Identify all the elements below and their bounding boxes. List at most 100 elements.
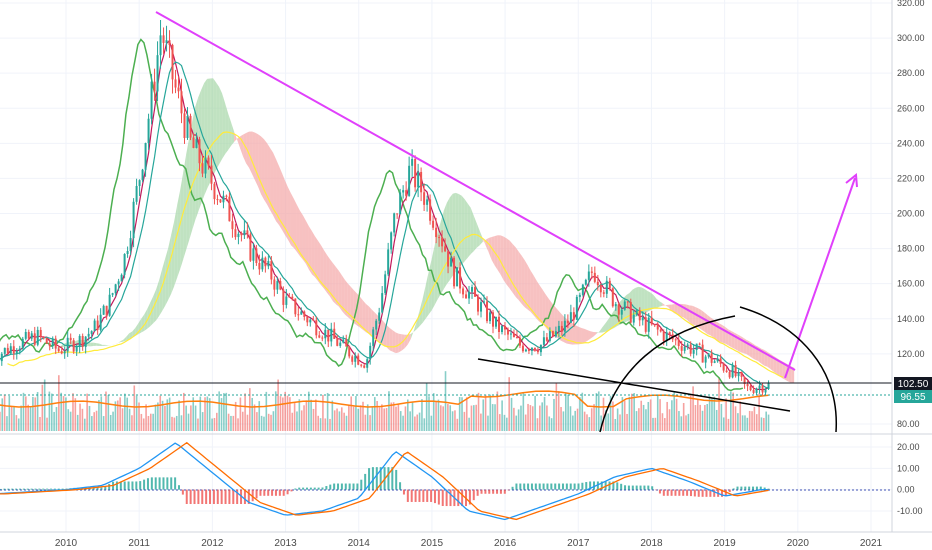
volume-bar <box>767 414 770 431</box>
candle-body <box>420 171 423 193</box>
volume-bar <box>383 408 386 431</box>
volume-bar <box>395 406 397 431</box>
cloud-segment <box>776 357 780 376</box>
volume-bar <box>392 402 395 431</box>
volume-bar <box>319 418 322 431</box>
volume-bar <box>581 392 584 431</box>
candle-body <box>147 118 150 144</box>
volume-bar <box>489 394 492 431</box>
candle-body <box>608 280 611 289</box>
cloud-segment <box>500 235 504 281</box>
candle-body <box>680 346 683 351</box>
volume-bar <box>564 392 567 431</box>
candle-body <box>557 325 560 332</box>
cloud-segment <box>177 190 181 278</box>
cloud-segment <box>533 275 537 319</box>
cloud-segment <box>258 134 262 195</box>
volume-bar <box>682 402 685 431</box>
volume-bar <box>652 417 654 431</box>
cloud-segment <box>302 215 306 264</box>
macd-hist-bar <box>596 481 599 490</box>
candle-body <box>138 180 141 186</box>
cloud-segment <box>279 165 282 230</box>
volume-bar <box>315 399 317 431</box>
candle-body <box>581 284 584 295</box>
cloud-segment <box>213 78 217 176</box>
macd-hist-bar <box>658 489 661 494</box>
macd-hist-bar <box>251 489 254 502</box>
macd-hist-bar <box>484 489 487 494</box>
candle-body <box>162 35 165 43</box>
cloud-segment <box>341 275 345 315</box>
volume-bar <box>708 396 711 431</box>
candle-body <box>192 137 195 148</box>
macd-hist-bar <box>748 486 751 490</box>
candle-body <box>515 337 518 339</box>
candle-body <box>246 230 249 235</box>
candle-body <box>429 199 432 221</box>
macd-hist-bar <box>651 486 654 490</box>
candle-body <box>707 353 710 357</box>
cloud-segment <box>216 82 220 170</box>
cloud-segment <box>545 294 549 332</box>
volume-bar <box>480 413 482 431</box>
volume-bar <box>758 393 760 431</box>
volume-bar <box>381 404 383 431</box>
cloud-segment <box>716 321 720 342</box>
volume-bar <box>664 418 666 431</box>
volume-bar <box>121 408 124 431</box>
volume-bar <box>630 393 633 431</box>
chikou-span-line <box>0 38 744 392</box>
cloud-segment <box>329 259 333 302</box>
cloud-segment <box>299 210 303 260</box>
macd-hist-bar <box>26 488 29 490</box>
volume-bar <box>213 417 216 431</box>
volume-bar <box>597 391 600 431</box>
macd-hist-bar <box>631 485 634 490</box>
cloud-segment <box>386 325 390 351</box>
volume-bar <box>534 395 536 431</box>
candle-body <box>500 326 503 332</box>
candle-body <box>620 309 623 315</box>
volume-bar <box>88 405 91 431</box>
volume-bar <box>692 386 694 431</box>
macd-hist-bar <box>701 489 704 497</box>
volume-bar <box>590 408 593 431</box>
volume-bar <box>388 391 390 431</box>
volume-bar <box>298 399 301 431</box>
cloud-segment <box>308 226 312 275</box>
volume-bar <box>494 404 496 431</box>
volume-bar <box>699 404 701 431</box>
time-axis[interactable]: 2010 2011 2012 2013 2014 2015 2016 2017 2018 2019… <box>55 538 883 549</box>
price-axis[interactable]: 320.00 300.00 280.00 260.00 240.00 220.00 200.… <box>897 0 925 429</box>
price-pane[interactable] <box>0 0 892 532</box>
candle-body <box>330 328 333 342</box>
macd-pane[interactable] <box>0 441 892 521</box>
candle-body <box>348 346 351 357</box>
cloud-segment <box>344 279 348 318</box>
volume-bar <box>732 392 734 431</box>
candle-body <box>677 339 680 347</box>
volume-bar <box>322 394 324 431</box>
candle-body <box>228 196 231 222</box>
volume-bar <box>48 391 51 431</box>
macd-hist-bar <box>368 468 371 490</box>
candle-body <box>749 386 752 391</box>
volume-bar <box>133 385 136 431</box>
macd-axis[interactable]: 20.00 10.00 0.00 -10.00 <box>897 442 923 516</box>
volume-bar <box>300 410 303 431</box>
candle-body <box>111 293 114 295</box>
volume-bar <box>619 414 621 431</box>
candle-body <box>24 331 27 339</box>
candle-body <box>441 237 444 247</box>
candle-body <box>381 293 384 313</box>
volume-bar <box>701 410 704 431</box>
macd-hist-bar <box>158 477 161 490</box>
volume-bar <box>168 397 171 431</box>
macd-hist-bar <box>0 488 2 490</box>
candle-body <box>390 232 393 250</box>
volume-bar <box>760 417 763 431</box>
candle-body <box>542 337 545 345</box>
macd-hist-bar <box>620 483 623 490</box>
